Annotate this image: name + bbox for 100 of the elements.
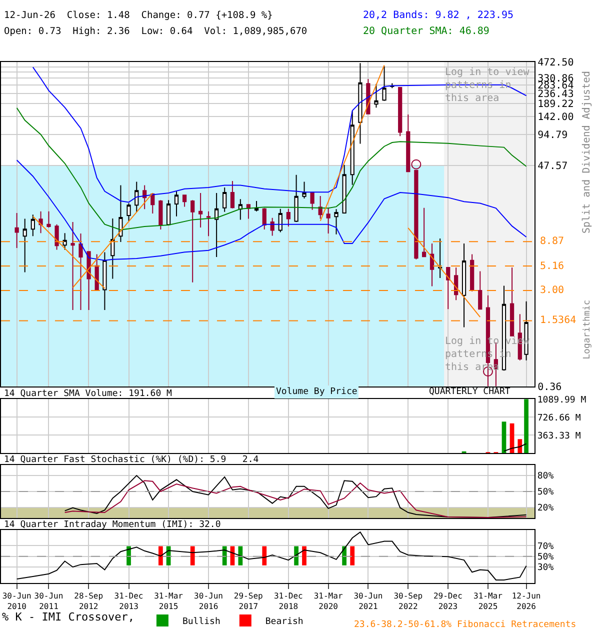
candlestick [126,202,131,222]
candlestick [310,192,314,210]
ref-line-label: 3.00 [540,285,564,296]
x-tick-label: 30-Jun 2011 [34,591,64,611]
candlestick [94,254,99,290]
candlestick [102,252,107,311]
y-tick-label: 80% [537,472,554,482]
candlestick [422,207,426,258]
candlestick [14,212,19,248]
x-tick-label: 12-Jun 2026 [512,591,541,611]
ref-line-label: 5.16 [540,261,564,272]
candlestick [350,110,354,186]
y-tick-label: 20% [537,504,554,514]
text: Logarithmic [582,300,593,360]
chart-title: 14 Quarter Fast Stochastic (%K) (%D): 5.9 2.4 [4,455,259,465]
candlestick [318,196,322,220]
bar [518,439,522,454]
legend-label: Bullish [182,616,220,627]
candlestick [118,184,123,242]
line-series [16,160,527,261]
candlestick [438,238,442,279]
text: 23.6-38.2-50-61.8% Fibonacci Retracements [354,620,576,630]
candlestick [166,200,171,226]
candlestick [54,224,59,250]
candlestick [206,210,211,237]
y-axis-title: Split and Dividend Adjusted [582,70,593,234]
y-tick-label: 50% [537,488,554,498]
x-tick-label: 31-Mar 2025 [474,591,503,611]
y-tick-label: 472.50 [538,58,574,69]
candlestick [142,184,147,210]
candlestick [46,210,51,228]
x-tick-label: 29-Dec 2023 [433,591,463,611]
bar [502,422,506,454]
x-tick-label: 30-Jun 2021 [354,591,383,611]
candlestick [470,254,474,292]
legend-title: % K - IMI Crossover, [2,610,134,624]
candlestick [198,192,203,228]
candlestick [302,181,306,200]
x-tick-label: 31-Mar 2020 [314,591,343,611]
candlestick [190,200,195,283]
candlestick [510,266,514,336]
candlestick [254,200,259,212]
candlestick [22,218,27,273]
candlestick [110,218,115,280]
legend-label: Bearish [265,616,304,627]
candlestick [230,180,235,209]
candlestick [38,210,43,234]
y-tick-label: 30% [537,563,554,574]
x-tick-label: 28-Sep 2012 [74,591,104,611]
chart-subtitle: Open: 0.73 High: 2.36 Low: 0.64 Vol: 1,089,985,670 [4,26,308,37]
candlestick [382,66,386,102]
candlestick [478,270,482,310]
candlestick [270,217,274,236]
text: Volume By Price [276,387,358,397]
candlestick [286,208,290,227]
candlestick [262,208,266,230]
chart-title: 14 Quarter SMA Volume: 191.60 M [4,389,173,399]
line-series [503,443,527,452]
candlestick [374,83,378,108]
candlestick [134,181,139,212]
candlestick [278,208,282,233]
y-tick-label: 189.22 [538,98,574,110]
candlestick [214,192,219,258]
candlestick [182,194,187,208]
candlestick [70,221,75,311]
y-tick-label: 70% [537,542,554,552]
candlestick [246,204,251,220]
candlestick [62,232,67,250]
x-tick-label: 31-Mar 2015 [154,591,184,611]
chart-title: 14 Quarter Intraday Momentum (IMI): 32.0 [4,520,221,530]
y-tick-label: 50% [537,552,554,563]
candlestick [462,243,466,328]
y-tick-label: 236.43 [538,88,574,100]
ref-line-label: 8.87 [540,236,564,247]
candlestick [222,186,227,212]
candlestick [334,208,338,235]
text: 20 Quarter SMA: 46.89 [363,26,490,37]
candlestick [326,208,330,234]
text: 20,2 Bands: 9.82 , 223.95 [363,10,514,21]
x-tick-label: 30-Jun 2016 [194,591,224,611]
chart-title: 12-Jun-26 Close: 1.48 Change: 0.77 {+108.9 %} [4,10,273,21]
y-tick-label: 94.79 [538,130,568,142]
y-tick-label: 47.57 [538,161,568,172]
candlestick [30,214,35,237]
candlestick [446,266,450,310]
candlestick [398,86,402,137]
candlestick [158,200,163,230]
y-tick-label: 142.00 [538,112,574,123]
x-tick-label: 31-Dec 2013 [114,591,144,611]
x-tick-label: 30-Sep 2022 [394,591,423,611]
candlestick [78,233,83,311]
candlestick [342,164,346,214]
x-tick-label: 29-Sep 2017 [234,591,264,611]
x-tick-label: 31-Dec 2018 [274,591,304,611]
candlestick [238,198,242,220]
candlestick [430,243,434,287]
text: QUARTERLY CHART [429,387,511,397]
y-tick-label: 726.66 M [537,413,582,424]
ref-line-label: 1.5364 [540,315,576,326]
candlestick [294,174,298,222]
